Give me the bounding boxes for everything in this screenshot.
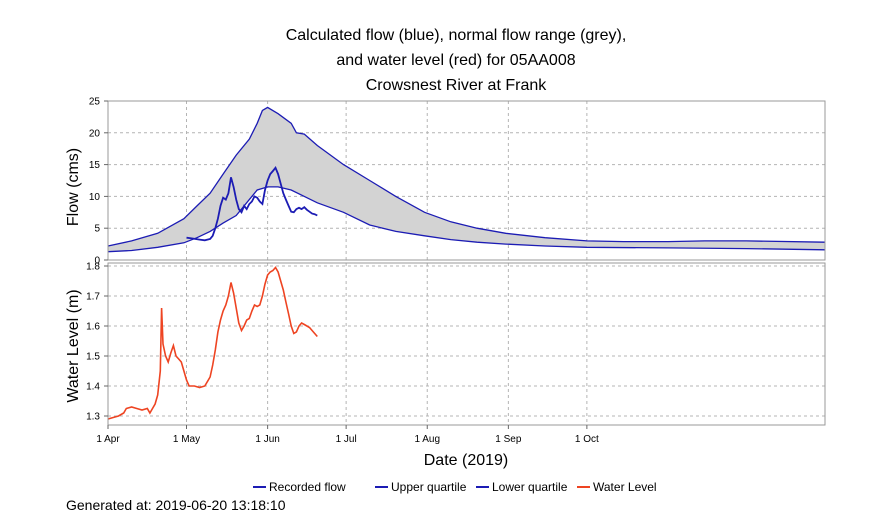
normal-flow-range-band	[108, 107, 825, 252]
flow-y-tick-label: 25	[89, 97, 101, 108]
flow-y-tick-label: 5	[94, 224, 100, 235]
chart-title-line-3: Crowsnest River at Frank	[366, 77, 547, 94]
water-level-y-tick-label: 1.4	[86, 382, 100, 393]
upper-quartile-line	[107, 106, 826, 247]
recorded-flow-line	[186, 166, 318, 242]
x-tick-label: 1 Sep	[495, 434, 522, 445]
x-tick-label: 1 Aug	[414, 434, 440, 445]
flow-y-axis-title: Flow (cms)	[65, 148, 82, 226]
water-level-y-tick-label: 1.5	[86, 352, 100, 363]
x-axis-title: Date (2019)	[424, 452, 509, 469]
water-level-panel: 1.3 1.4 1.5 1.6 1.7 1.8 Water Level (m)	[65, 262, 826, 426]
flow-y-tick-label: 0	[94, 256, 100, 267]
x-axis-ticks: 1 Apr 1 May 1 Jun 1 Jul 1 Aug 1 Sep 1 Oct	[96, 425, 599, 445]
chart-legend: Recorded flow Upper quartile Lower quartil…	[253, 480, 657, 494]
water-level-y-tick-label: 1.8	[86, 262, 100, 273]
x-tick-label: 1 Apr	[96, 434, 120, 445]
water-level-y-ticks: 1.3 1.4 1.5 1.6 1.7 1.8	[86, 262, 108, 423]
legend-label: Water Level	[593, 480, 657, 494]
water-level-plot-frame	[107, 262, 826, 426]
flow-y-tick-label: 15	[89, 160, 101, 171]
x-tick-label: 1 Jul	[336, 434, 357, 445]
flow-panel: 0 5 10 15 20 25 Flow (cms)	[65, 97, 826, 267]
x-tick-label: 1 Oct	[575, 434, 599, 445]
water-level-y-tick-label: 1.7	[86, 292, 100, 303]
water-level-y-axis-title: Water Level (m)	[65, 289, 82, 402]
lower-quartile-line	[107, 186, 826, 253]
chart-title-line-1: Calculated flow (blue), normal flow rang…	[286, 27, 627, 44]
flow-y-tick-label: 20	[89, 128, 101, 139]
legend-label: Upper quartile	[391, 480, 467, 494]
x-tick-label: 1 Jun	[255, 434, 279, 445]
water-level-y-tick-label: 1.6	[86, 322, 100, 333]
flow-plot-frame	[107, 100, 826, 261]
legend-label: Recorded flow	[269, 480, 346, 494]
generated-timestamp: Generated at: 2019-06-20 13:18:10	[66, 497, 286, 513]
chart-title-line-2: and water level (red) for 05AA008	[336, 52, 575, 69]
x-tick-label: 1 May	[173, 434, 200, 445]
water-level-y-tick-label: 1.3	[86, 412, 100, 423]
water-level-line	[107, 266, 318, 420]
flow-y-ticks: 0 5 10 15 20 25	[89, 97, 108, 267]
flow-y-tick-label: 10	[89, 192, 101, 203]
legend-label: Lower quartile	[492, 480, 568, 494]
